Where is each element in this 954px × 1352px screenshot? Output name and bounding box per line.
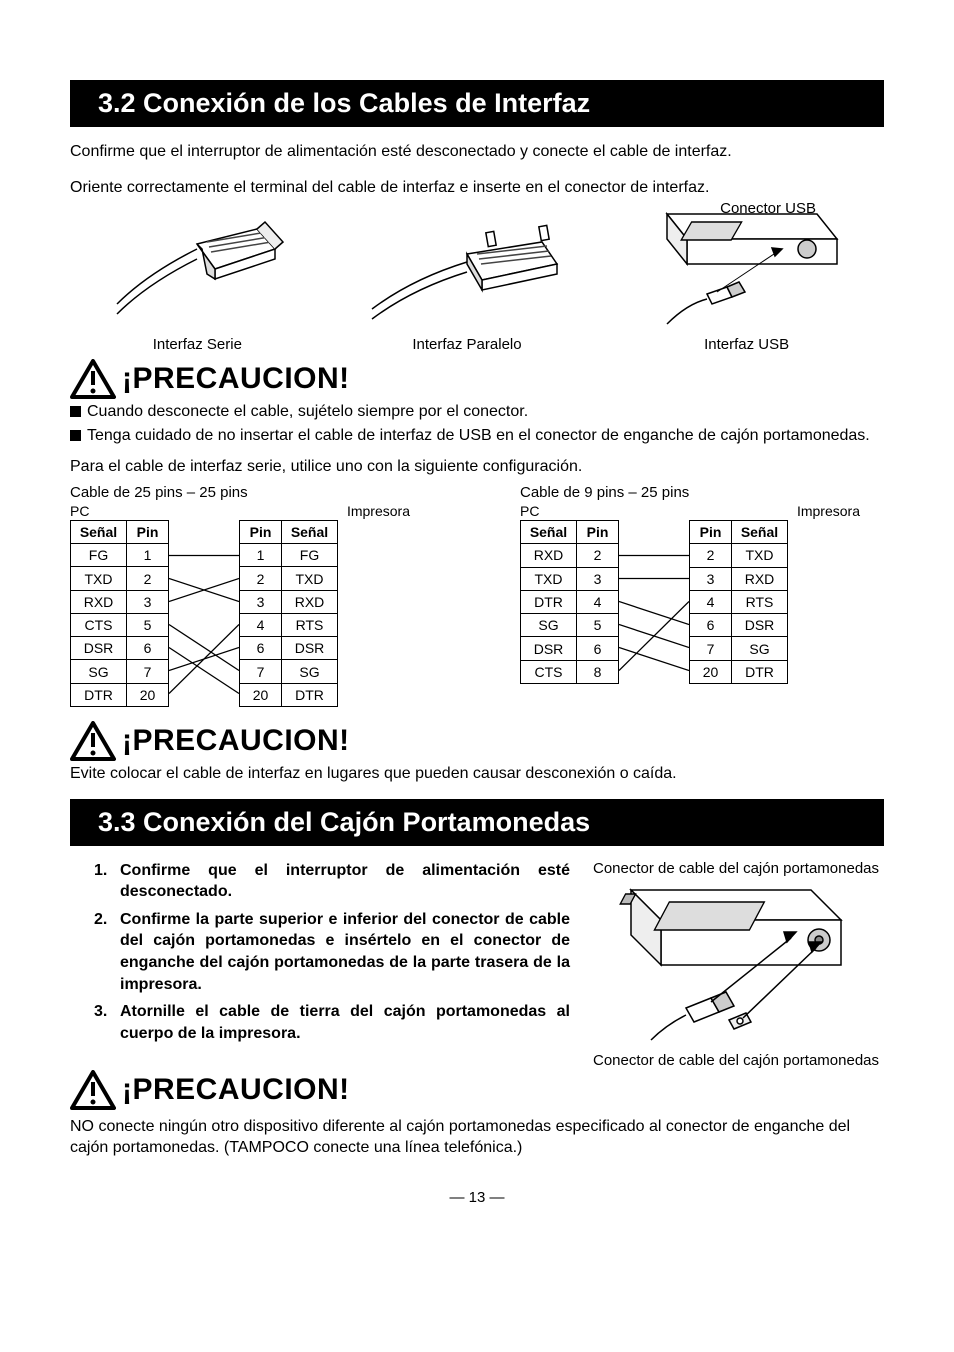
caution-2-header: ¡PRECAUCION! (70, 721, 884, 761)
pin-table-25: Cable de 25 pins – 25 pins PC Impresora … (70, 484, 410, 707)
pin-25-left-table: SeñalPin FG1TXD2RXD3CTS5DSR6SG7DTR20 (70, 520, 169, 707)
pin-9-right-table: PinSeñal 2TXD3RXD4RTS6DSR7SG20DTR (689, 520, 788, 684)
warning-triangle-icon (70, 1070, 116, 1110)
interface-usb-label: Interfaz USB (704, 336, 789, 353)
caution-3-header: ¡PRECAUCION! (70, 1070, 884, 1110)
caution-1-header: ¡PRECAUCION! (70, 359, 884, 399)
step-3: Atornille el cable de tierra del cajón p… (120, 1001, 570, 1044)
page-number: — 13 — (70, 1189, 884, 1206)
interface-parallel: Interfaz Paralelo (362, 224, 572, 353)
interface-serial: Interfaz Serie (107, 214, 287, 353)
sec33-steps: 1.Confirme que el interruptor de aliment… (70, 860, 570, 1070)
drawer-connector-icon (611, 880, 861, 1050)
pin-9-title: Cable de 9 pins – 25 pins (520, 484, 860, 501)
drawer-label-bottom: Conector de cable del cajón portamonedas (593, 1052, 879, 1070)
caution-1-bullets: Cuando desconecte el cable, sujételo sie… (70, 401, 884, 446)
sec33-row: 1.Confirme que el interruptor de aliment… (70, 860, 884, 1070)
step-1: Confirme que el interruptor de alimentac… (120, 860, 570, 903)
pin-25-left-hdr: PC (70, 503, 89, 519)
pin-25-right-hdr: Impresora (347, 503, 410, 519)
pin-25-title: Cable de 25 pins – 25 pins (70, 484, 410, 501)
caution-3-text: NO conecte ningún otro dispositivo difer… (70, 1116, 884, 1159)
pin-tables-row: Cable de 25 pins – 25 pins PC Impresora … (70, 484, 884, 707)
parallel-connector-icon (362, 224, 572, 334)
interface-serial-label: Interfaz Serie (153, 336, 242, 353)
page: 3.2 Conexión de los Cables de Interfaz C… (0, 0, 954, 1352)
pin-25-connections (169, 520, 239, 707)
caution-1-title: ¡PRECAUCION! (122, 362, 350, 396)
caution-3-title: ¡PRECAUCION! (122, 1073, 350, 1107)
caution-1-bullet-1: Cuando desconecte el cable, sujételo sie… (87, 401, 528, 423)
caution-1-bullet-2: Tenga cuidado de no insertar el cable de… (87, 425, 870, 447)
interfaces-row: Conector USB Interfaz Serie (70, 204, 884, 353)
pin-25-right-table: PinSeñal 1FG2TXD3RXD4RTS6DSR7SG20DTR (239, 520, 338, 707)
interface-parallel-label: Interfaz Paralelo (412, 336, 521, 353)
pin-9-right-hdr: Impresora (797, 503, 860, 519)
caution-2-title: ¡PRECAUCION! (122, 724, 350, 758)
pin-table-9: Cable de 9 pins – 25 pins PC Impresora S… (520, 484, 860, 707)
usb-connector-icon (647, 204, 847, 334)
pin-9-left-hdr: PC (520, 503, 539, 519)
warning-triangle-icon (70, 359, 116, 399)
pin-9-connections (619, 520, 689, 684)
section-3-3-header: 3.3 Conexión del Cajón Portamonedas (70, 799, 884, 846)
step-2: Confirme la parte superior e inferior de… (120, 909, 570, 995)
sec32-paragraph-2: Oriente correctamente el terminal del ca… (70, 177, 884, 199)
sec32-paragraph-1: Confirme que el interruptor de alimentac… (70, 141, 884, 163)
drawer-label-top: Conector de cable del cajón portamonedas (593, 860, 879, 878)
warning-triangle-icon (70, 721, 116, 761)
interface-usb: Interfaz USB (647, 204, 847, 353)
serial-note: Para el cable de interfaz serie, utilice… (70, 456, 884, 478)
drawer-figure: Conector de cable del cajón portamonedas (588, 860, 884, 1070)
pin-9-left-table: SeñalPin RXD2TXD3DTR4SG5DSR6CTS8 (520, 520, 619, 684)
caution-2-text: Evite colocar el cable de interfaz en lu… (70, 763, 884, 785)
section-3-2-header: 3.2 Conexión de los Cables de Interfaz (70, 80, 884, 127)
serial-connector-icon (107, 214, 287, 334)
